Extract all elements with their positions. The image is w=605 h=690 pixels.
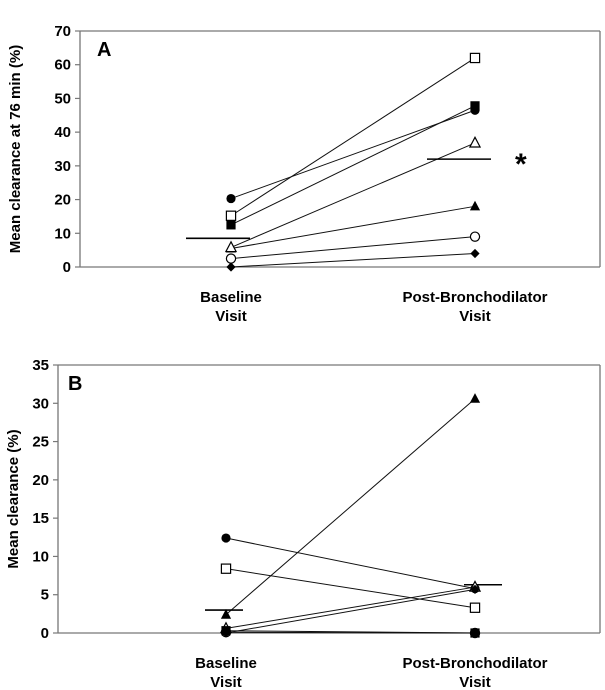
y-tick-label: 35 — [32, 357, 49, 374]
series-line — [225, 588, 476, 634]
x-category-label: Baseline — [195, 655, 257, 672]
data-point-filled-diamond — [226, 262, 236, 272]
x-category-label: Visit — [210, 674, 241, 690]
x-category-label: Post-Bronchodilator — [403, 289, 548, 306]
series-line — [225, 630, 476, 634]
data-point-filled-triangle — [469, 393, 481, 403]
data-point-filled-circle — [221, 533, 231, 543]
y-tick-label: 20 — [54, 192, 71, 209]
series-line — [230, 142, 476, 248]
series-line — [230, 57, 476, 217]
data-point-open-triangle — [224, 240, 238, 253]
series-line — [230, 253, 476, 268]
y-tick-label: 30 — [54, 158, 71, 175]
y-tick-label: 10 — [54, 225, 71, 242]
data-point-filled-triangle — [220, 609, 232, 619]
y-tick-label: 10 — [32, 548, 49, 565]
data-point-open-square — [469, 52, 481, 64]
y-tick-label: 60 — [54, 57, 71, 74]
panel-label: B — [68, 373, 82, 395]
data-point-open-square — [225, 210, 237, 221]
panel-label: A — [97, 39, 111, 61]
x-category-label: Post-Bronchodilator — [403, 655, 548, 672]
y-axis-label: Mean clearance at 76 min (%) — [7, 45, 24, 253]
data-point-filled-square — [226, 220, 236, 230]
y-tick-label: 40 — [54, 124, 71, 141]
y-tick-label: 5 — [41, 587, 49, 604]
data-point-filled-diamond — [470, 248, 480, 259]
data-point-open-square — [220, 563, 232, 574]
x-category-label: Baseline — [200, 289, 262, 306]
y-tick-label: 0 — [41, 625, 49, 642]
data-point-filled-square — [470, 101, 480, 111]
series-line — [225, 537, 476, 590]
data-point-filled-diamond — [470, 584, 480, 594]
y-tick-label: 20 — [32, 472, 49, 489]
x-category-label: Visit — [215, 308, 246, 325]
chart-panel-a: 0 10 20 30 40 50 60 70 Mean clearance at 76 min … — [7, 23, 601, 325]
series-line — [230, 109, 476, 200]
significance-annotation: * — [515, 148, 527, 181]
series-line — [230, 105, 476, 226]
series-line — [225, 398, 476, 616]
y-tick-label: 25 — [32, 434, 49, 451]
y-tick-label: 0 — [63, 259, 71, 276]
chart-panel-b: 0 5 10 15 20 25 30 35 Mean clearance (%) Baseline… — [5, 357, 601, 690]
series-line — [230, 205, 476, 249]
series-line — [230, 236, 476, 260]
x-category-label: Visit — [459, 674, 490, 690]
data-point-open-triangle — [468, 136, 482, 148]
data-point-filled-triangle — [469, 200, 481, 211]
y-tick-label: 70 — [54, 23, 71, 40]
data-point-filled-circle — [226, 193, 236, 204]
x-category-label: Visit — [459, 308, 490, 325]
y-tick-label: 15 — [32, 510, 49, 527]
data-point-open-circle — [225, 253, 237, 264]
y-tick-label: 30 — [32, 395, 49, 412]
series-line — [225, 568, 476, 609]
data-point-open-square — [469, 602, 481, 613]
data-point-open-circle — [469, 231, 481, 242]
y-axis-label: Mean clearance (%) — [5, 429, 22, 568]
y-tick-label: 50 — [54, 90, 71, 107]
series-line — [225, 586, 476, 629]
data-point-filled-square — [221, 626, 231, 636]
data-point-filled-square — [470, 628, 480, 638]
